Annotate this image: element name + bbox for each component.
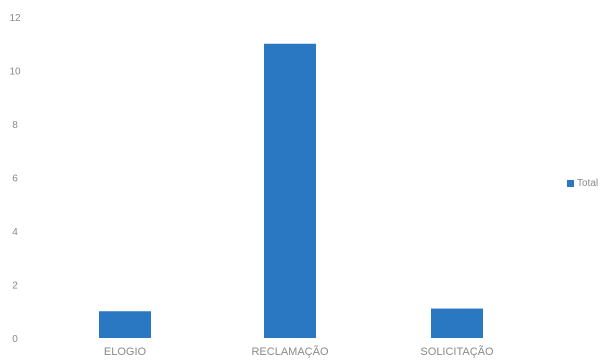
bar <box>431 308 483 338</box>
legend-label-total: Total <box>577 177 599 189</box>
y-tick-label: 8 <box>12 120 18 131</box>
y-tick-label: 12 <box>9 13 21 24</box>
legend: Total <box>567 176 598 190</box>
y-tick-label: 10 <box>9 67 21 78</box>
x-axis-labels: ELOGIO RECLAMAÇÃO SOLICITAÇÃO <box>104 345 494 358</box>
bars-group <box>99 43 483 338</box>
legend-swatch-total <box>567 179 574 187</box>
x-category-label: ELOGIO <box>104 346 147 358</box>
x-category-label: SOLICITAÇÃO <box>420 345 494 358</box>
x-category-label: RECLAMAÇÃO <box>251 345 328 358</box>
y-tick-label: 2 <box>12 281 18 292</box>
y-axis-ticks: 0 2 4 6 8 10 12 <box>9 13 21 345</box>
y-tick-label: 0 <box>12 334 18 345</box>
y-tick-label: 6 <box>12 174 18 185</box>
bar <box>264 43 316 338</box>
bar <box>99 311 151 338</box>
y-tick-label: 4 <box>12 227 18 238</box>
